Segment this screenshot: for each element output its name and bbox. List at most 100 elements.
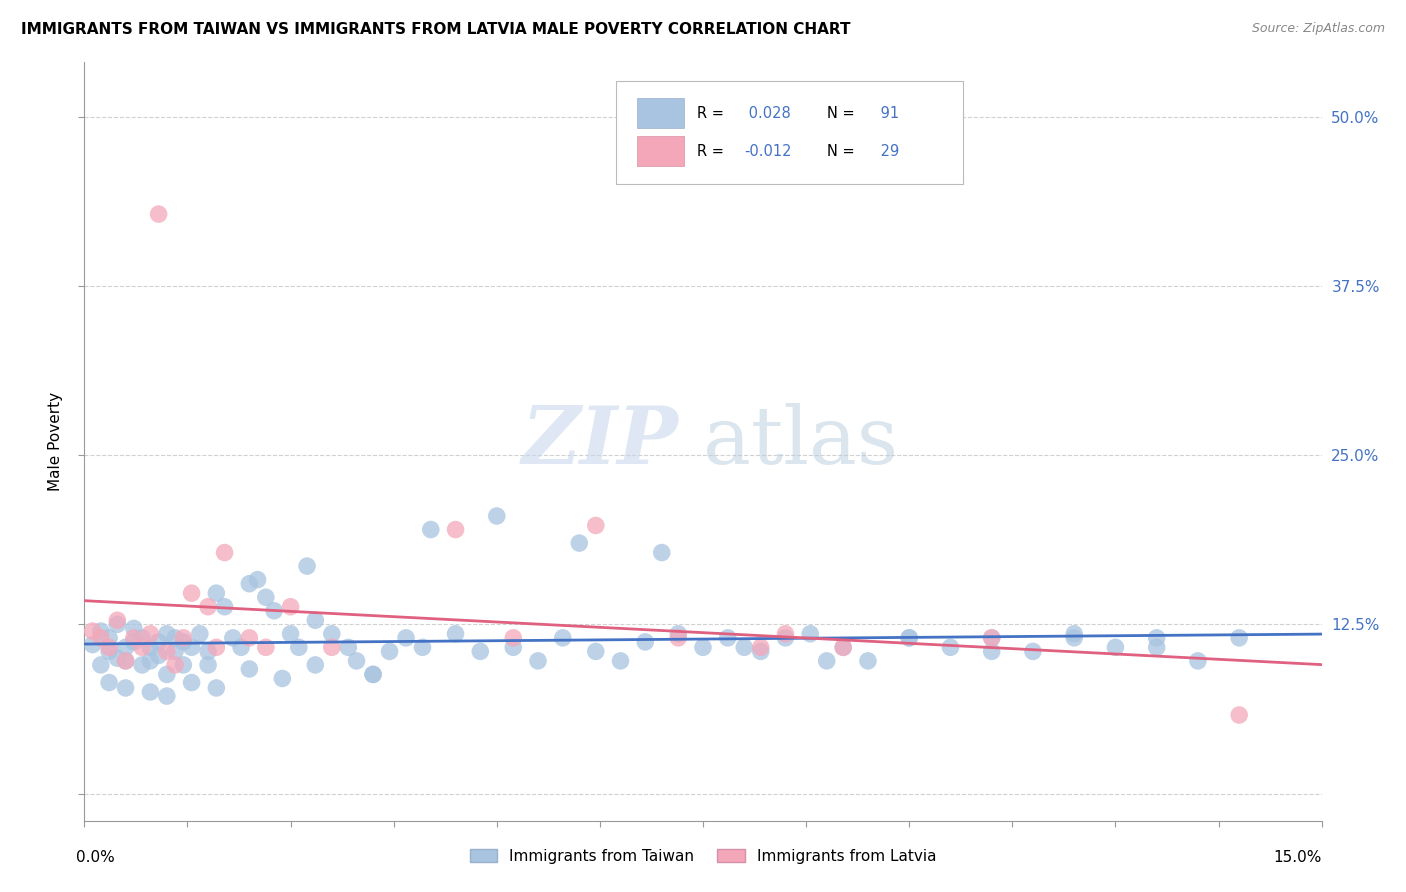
Point bbox=[980, 631, 1002, 645]
Point bbox=[775, 631, 797, 645]
Point bbox=[733, 640, 755, 655]
FancyBboxPatch shape bbox=[637, 98, 685, 128]
Text: N =: N = bbox=[827, 106, 855, 120]
Point bbox=[254, 591, 277, 605]
Point bbox=[98, 631, 121, 645]
Point bbox=[122, 635, 145, 649]
Point bbox=[122, 621, 145, 635]
Point bbox=[139, 654, 162, 668]
Point bbox=[263, 604, 285, 618]
Point bbox=[304, 613, 326, 627]
Point bbox=[585, 518, 607, 533]
Point bbox=[568, 536, 591, 550]
Point bbox=[205, 681, 228, 695]
Point bbox=[156, 627, 179, 641]
Text: 15.0%: 15.0% bbox=[1274, 850, 1322, 865]
Point bbox=[898, 631, 921, 645]
Point bbox=[749, 644, 772, 658]
Point bbox=[775, 627, 797, 641]
Point bbox=[165, 631, 187, 645]
Point bbox=[304, 657, 326, 672]
Point bbox=[585, 644, 607, 658]
Point bbox=[609, 654, 631, 668]
Point bbox=[1063, 627, 1085, 641]
Point bbox=[444, 627, 467, 641]
Point bbox=[165, 644, 187, 658]
Point bbox=[280, 627, 302, 641]
Point bbox=[856, 654, 879, 668]
Point bbox=[321, 627, 343, 641]
Point bbox=[188, 627, 211, 641]
Point bbox=[90, 624, 112, 639]
Point bbox=[898, 631, 921, 645]
Point bbox=[395, 631, 418, 645]
Point bbox=[666, 631, 689, 645]
Point bbox=[485, 508, 508, 523]
Text: -0.012: -0.012 bbox=[744, 144, 792, 159]
Point bbox=[1146, 631, 1168, 645]
Point bbox=[346, 654, 368, 668]
Point bbox=[246, 573, 269, 587]
Point bbox=[205, 640, 228, 655]
Point bbox=[651, 545, 673, 559]
Text: N =: N = bbox=[827, 144, 855, 159]
Point bbox=[502, 631, 524, 645]
Point bbox=[238, 631, 260, 645]
Point bbox=[1022, 644, 1045, 658]
Point bbox=[222, 631, 245, 645]
Point bbox=[980, 644, 1002, 658]
Point bbox=[105, 617, 128, 632]
Text: R =: R = bbox=[697, 106, 724, 120]
Point bbox=[98, 675, 121, 690]
Point bbox=[172, 635, 194, 649]
Point bbox=[156, 667, 179, 681]
Point bbox=[419, 523, 441, 537]
Point bbox=[197, 599, 219, 614]
Point bbox=[254, 640, 277, 655]
Point bbox=[114, 640, 136, 655]
Point bbox=[82, 638, 104, 652]
Point bbox=[131, 631, 153, 645]
Point bbox=[1227, 631, 1250, 645]
Point bbox=[378, 644, 401, 658]
Text: 29: 29 bbox=[876, 144, 900, 159]
Point bbox=[321, 640, 343, 655]
Point bbox=[1187, 654, 1209, 668]
Point bbox=[444, 523, 467, 537]
FancyBboxPatch shape bbox=[616, 81, 963, 184]
Point bbox=[98, 640, 121, 655]
Point bbox=[114, 681, 136, 695]
Point bbox=[271, 672, 294, 686]
Point bbox=[139, 685, 162, 699]
Point bbox=[180, 640, 202, 655]
Point bbox=[238, 662, 260, 676]
Point bbox=[148, 207, 170, 221]
Text: 0.028: 0.028 bbox=[744, 106, 790, 120]
Point bbox=[148, 635, 170, 649]
Point bbox=[799, 627, 821, 641]
Point bbox=[139, 640, 162, 655]
Point bbox=[131, 640, 153, 655]
Point bbox=[98, 644, 121, 658]
Point bbox=[82, 624, 104, 639]
Legend: Immigrants from Taiwan, Immigrants from Latvia: Immigrants from Taiwan, Immigrants from … bbox=[464, 843, 942, 870]
Point bbox=[832, 640, 855, 655]
Point bbox=[238, 576, 260, 591]
Point bbox=[832, 640, 855, 655]
Point bbox=[749, 640, 772, 655]
Point bbox=[634, 635, 657, 649]
Text: 0.0%: 0.0% bbox=[76, 850, 115, 865]
Point bbox=[172, 631, 194, 645]
Point bbox=[527, 654, 550, 668]
Text: ZIP: ZIP bbox=[522, 403, 678, 480]
Point bbox=[131, 657, 153, 672]
Point bbox=[1104, 640, 1126, 655]
Text: 91: 91 bbox=[876, 106, 900, 120]
Point bbox=[412, 640, 434, 655]
Point bbox=[470, 644, 492, 658]
Point bbox=[172, 657, 194, 672]
Point bbox=[980, 631, 1002, 645]
Point bbox=[90, 657, 112, 672]
Y-axis label: Male Poverty: Male Poverty bbox=[48, 392, 63, 491]
Point bbox=[114, 654, 136, 668]
